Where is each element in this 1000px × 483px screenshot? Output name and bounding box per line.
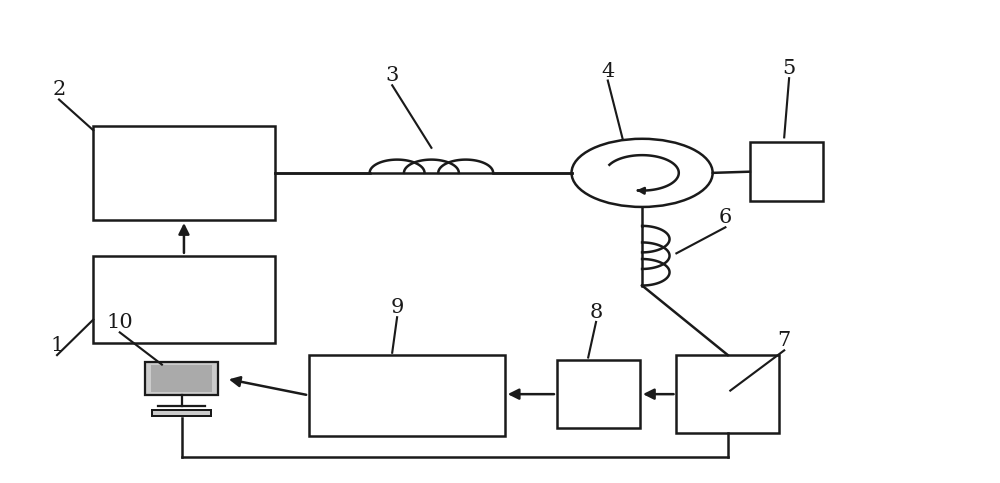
Bar bbox=[557, 360, 640, 428]
Bar bbox=[145, 362, 218, 395]
Text: 2: 2 bbox=[52, 81, 66, 99]
Bar bbox=[152, 411, 211, 416]
Bar bbox=[93, 126, 275, 220]
Text: 3: 3 bbox=[386, 66, 399, 85]
Bar bbox=[750, 142, 823, 201]
Text: 5: 5 bbox=[782, 59, 796, 78]
Bar bbox=[151, 365, 212, 393]
Text: 8: 8 bbox=[589, 303, 603, 322]
Text: 1: 1 bbox=[50, 336, 64, 355]
Text: 6: 6 bbox=[719, 208, 732, 227]
Bar bbox=[676, 355, 779, 433]
Text: 4: 4 bbox=[601, 61, 614, 81]
Text: 10: 10 bbox=[106, 313, 133, 332]
Bar bbox=[93, 256, 275, 343]
Text: 9: 9 bbox=[390, 298, 404, 317]
Text: 7: 7 bbox=[778, 331, 791, 350]
Bar bbox=[309, 355, 505, 436]
